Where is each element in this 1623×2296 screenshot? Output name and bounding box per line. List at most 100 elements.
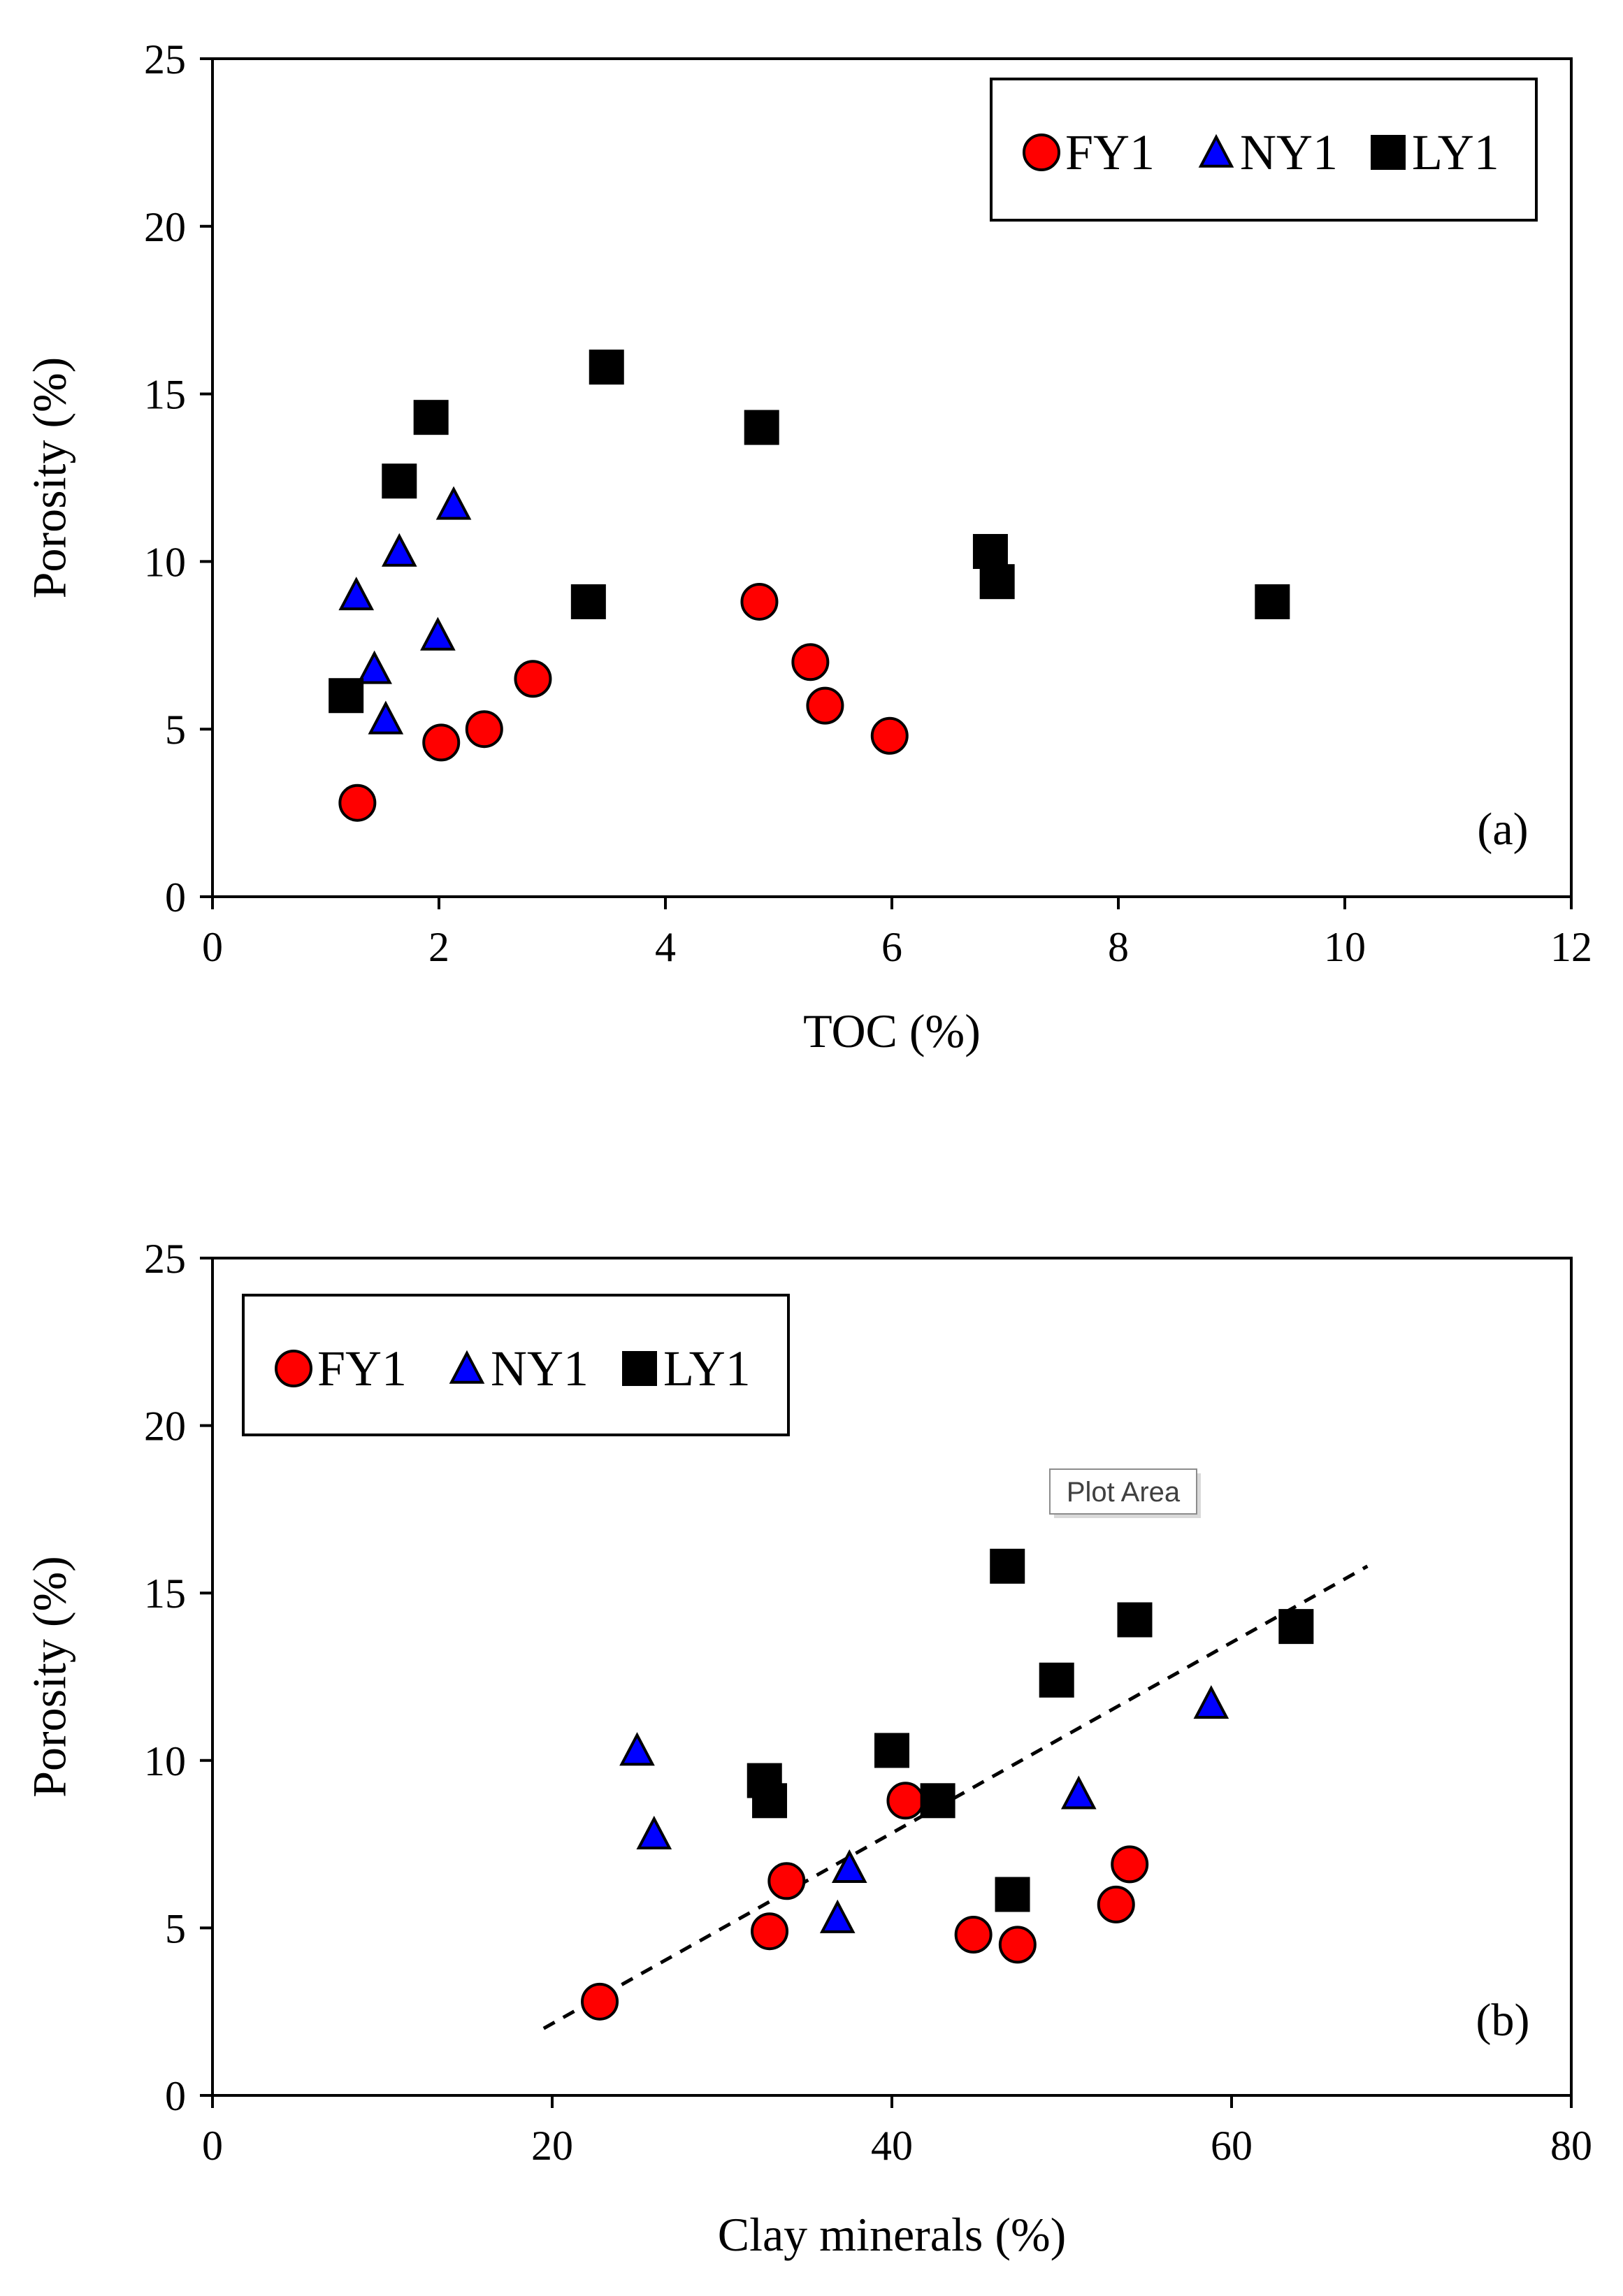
data-point-NY1 [636, 1815, 672, 1850]
legend-marker-NY1 [449, 1350, 485, 1384]
x-tick-label: 20 [531, 2123, 573, 2169]
x-tick-label: 60 [1211, 2123, 1253, 2169]
data-point-LY1 [979, 564, 1015, 600]
data-point-LY1 [589, 349, 624, 385]
data-point-LY1 [1278, 1609, 1314, 1645]
y-tick-label: 10 [144, 1738, 186, 1784]
x-tick-label: 8 [1108, 924, 1129, 970]
series-NY1 [338, 486, 472, 735]
data-point-NY1 [819, 1899, 856, 1933]
legend-label-LY1: LY1 [663, 1341, 751, 1396]
y-tick-label: 5 [165, 1905, 186, 1951]
data-point-LY1 [413, 400, 449, 435]
data-point-LY1 [1117, 1602, 1153, 1638]
legend-marker-NY1 [1198, 133, 1234, 168]
data-point-FY1 [767, 1862, 806, 1900]
data-point-FY1 [791, 643, 830, 681]
data-point-NY1 [831, 1849, 867, 1883]
chart-panel-b[interactable]: 0 20 40 60 80 0 5 10 15 20 25 Clay minerals (%) Poro… [23, 1236, 1592, 2261]
data-point-FY1 [514, 660, 552, 698]
x-axis-title: Clay minerals (%) [718, 2208, 1067, 2261]
data-point-NY1 [338, 577, 375, 611]
legend-box [990, 78, 1538, 222]
legend[interactable]: FY1 NY1 LY1 [242, 1294, 790, 1436]
data-point-NY1 [619, 1732, 655, 1766]
y-tick-label: 10 [144, 539, 186, 585]
data-point-LY1 [1039, 1662, 1074, 1698]
legend-marker-LY1 [1371, 135, 1406, 170]
data-point-LY1 [329, 678, 364, 714]
series-FY1 [338, 582, 909, 822]
legend-label-NY1: NY1 [491, 1341, 589, 1396]
data-point-LY1 [874, 1733, 909, 1768]
data-point-NY1 [356, 650, 392, 684]
panel-label: (b) [1476, 1995, 1530, 2046]
data-point-FY1 [1111, 1845, 1149, 1884]
data-point-LY1 [920, 1783, 955, 1819]
data-point-FY1 [422, 723, 461, 762]
data-point-NY1 [420, 616, 456, 651]
chart-panel-a[interactable]: 0 2 4 6 8 10 12 0 5 10 15 20 25 TOC (%) Porosity (%) FY… [23, 36, 1592, 1057]
data-point-FY1 [338, 784, 377, 822]
data-point-LY1 [752, 1783, 788, 1819]
data-point-NY1 [1060, 1775, 1097, 1810]
plot-area-tooltip: Plot Area [1049, 1468, 1201, 1518]
y-tick-label: 20 [144, 1403, 186, 1450]
x-tick-label: 4 [655, 924, 676, 970]
data-point-LY1 [990, 1548, 1025, 1584]
legend-marker-LY1 [622, 1351, 657, 1386]
legend[interactable]: FY1 NY1 LY1 [990, 78, 1538, 222]
data-point-FY1 [1097, 1885, 1135, 1923]
x-tick-label: 10 [1324, 924, 1366, 970]
tooltip-box [1049, 1468, 1197, 1515]
data-point-FY1 [886, 1782, 925, 1820]
y-tick-label: 0 [165, 874, 186, 920]
series-FY1 [581, 1782, 1149, 2021]
data-point-LY1 [995, 1877, 1030, 1912]
y-tick-label: 5 [165, 707, 186, 753]
data-point-NY1 [1193, 1685, 1229, 1719]
data-point-NY1 [435, 486, 472, 520]
legend-label-FY1: FY1 [317, 1341, 407, 1396]
legend-label-NY1: NY1 [1240, 124, 1338, 180]
series-NY1 [619, 1685, 1229, 1933]
data-point-FY1 [954, 1915, 993, 1954]
data-point-LY1 [1255, 584, 1290, 619]
data-point-FY1 [806, 686, 844, 725]
y-tick-label: 15 [144, 372, 186, 418]
x-axis-title: TOC (%) [803, 1004, 981, 1057]
data-point-LY1 [744, 410, 779, 445]
data-point-LY1 [972, 534, 1008, 570]
x-tick-label: 0 [202, 2123, 223, 2169]
x-tick-label: 6 [881, 924, 902, 970]
data-point-FY1 [465, 710, 503, 749]
data-point-FY1 [998, 1926, 1037, 1964]
x-tick-label: 2 [428, 924, 449, 970]
data-point-NY1 [381, 533, 417, 567]
legend-label-LY1: LY1 [1412, 124, 1499, 180]
x-tick-label: 12 [1550, 924, 1592, 970]
x-tick-label: 40 [871, 2123, 913, 2169]
y-tick-label: 0 [165, 2073, 186, 2119]
legend-marker-FY1 [1023, 133, 1060, 171]
legend-marker-FY1 [275, 1350, 312, 1387]
series-LY1 [746, 1548, 1314, 1912]
data-point-FY1 [751, 1912, 789, 1951]
tooltip-text: Plot Area [1067, 1477, 1181, 1508]
panel-label: (a) [1477, 804, 1528, 855]
data-point-NY1 [368, 700, 404, 735]
y-tick-label: 15 [144, 1571, 186, 1617]
x-tick-label: 80 [1550, 2123, 1592, 2169]
legend-box [242, 1294, 790, 1436]
series-LY1 [329, 349, 1290, 714]
trendline [542, 1564, 1369, 2030]
y-axis-title: Porosity (%) [23, 1556, 76, 1798]
y-axis-title: Porosity (%) [23, 357, 76, 599]
y-tick-label: 25 [144, 36, 186, 82]
data-point-FY1 [740, 582, 779, 621]
x-tick-label: 0 [202, 924, 223, 970]
y-tick-label: 25 [144, 1236, 186, 1282]
data-point-LY1 [570, 584, 606, 619]
legend-label-FY1: FY1 [1065, 124, 1155, 180]
